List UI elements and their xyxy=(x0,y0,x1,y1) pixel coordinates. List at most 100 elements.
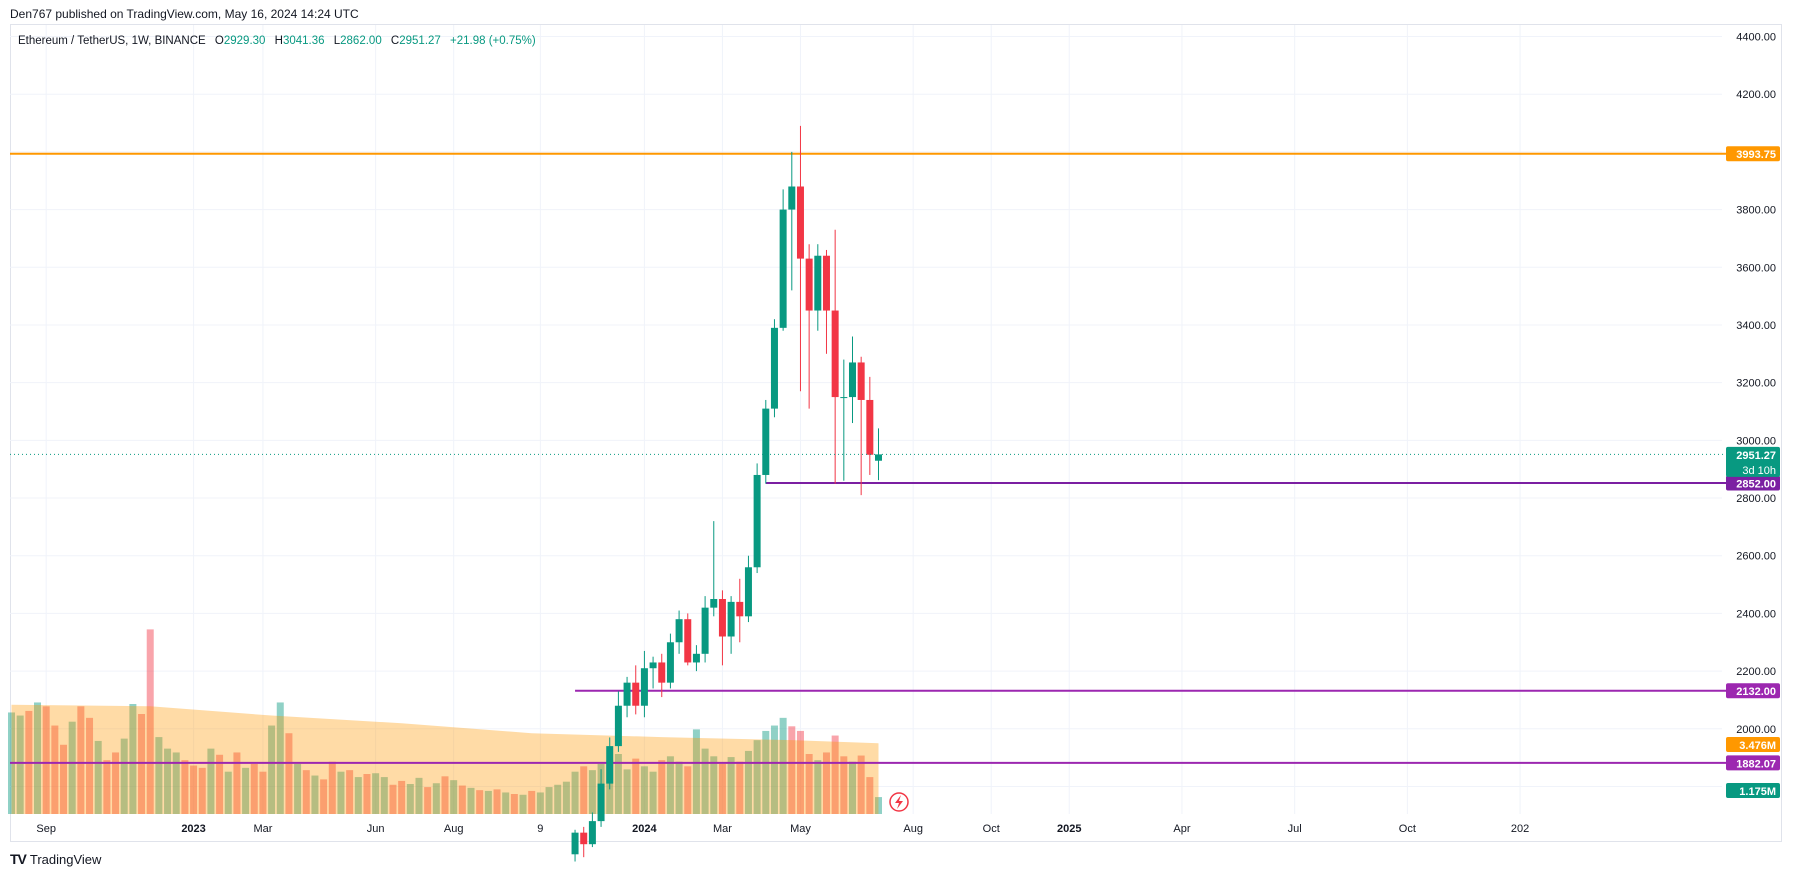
last-price-tag: 2951.27 3d 10h xyxy=(1726,446,1780,477)
volume-bar xyxy=(580,766,588,814)
volume-bar xyxy=(181,760,189,814)
volume-bar xyxy=(519,794,527,814)
grid-lines xyxy=(10,25,1722,814)
footer-brand[interactable]: TV TradingView xyxy=(10,851,101,867)
candle xyxy=(857,356,865,496)
candle xyxy=(822,249,830,354)
candle-body xyxy=(675,619,683,643)
volume-bar xyxy=(34,702,42,814)
price-tags: 3993.75 2852.00 2132.00 1882.07 2951.27 3d 10… xyxy=(1726,146,1780,798)
volume-bar xyxy=(68,721,76,814)
candle-body xyxy=(753,474,761,568)
candle-body xyxy=(736,601,744,617)
level-tag-support-3-bg xyxy=(1726,755,1780,771)
x-tick-label: 2024 xyxy=(632,823,657,835)
candle xyxy=(736,578,744,643)
candle-body xyxy=(822,255,830,311)
volume-bar xyxy=(60,744,68,814)
flash-icon[interactable] xyxy=(889,792,909,812)
volume-bar xyxy=(554,784,562,814)
candle xyxy=(753,463,761,574)
volume-bar xyxy=(545,787,553,814)
x-tick-label: 2023 xyxy=(181,823,205,835)
volume-bar xyxy=(476,790,484,814)
volume-bar xyxy=(796,730,804,814)
candle xyxy=(632,665,640,715)
y-tick-label: 4200.00 xyxy=(1736,89,1776,101)
price-axis: 4400.004200.004000.003800.003600.003400.… xyxy=(1736,32,1776,794)
chart-frame[interactable] xyxy=(10,24,1782,842)
tradingview-logo-icon: TV xyxy=(10,851,27,867)
volume-bar xyxy=(242,767,250,814)
volume-bar xyxy=(692,729,700,814)
candle xyxy=(666,633,674,689)
candle-body xyxy=(857,362,865,400)
volume-bar xyxy=(666,756,674,814)
low-label: L xyxy=(333,35,341,47)
volume-bar xyxy=(198,767,206,814)
volume-bar xyxy=(623,769,631,814)
candle xyxy=(684,613,692,666)
volume-bar xyxy=(441,776,449,814)
volume-bar xyxy=(614,754,622,814)
horizontal-levels xyxy=(10,152,1726,764)
volume-bar xyxy=(744,750,752,814)
volume-ma-area xyxy=(11,704,879,814)
volume-bar xyxy=(346,770,354,814)
volume-bar xyxy=(458,785,466,814)
volume-bar xyxy=(155,737,163,814)
volume-bar xyxy=(398,780,406,814)
volume-bar xyxy=(250,764,258,814)
y-tick-label: 2800.00 xyxy=(1736,493,1776,505)
candle xyxy=(623,676,631,718)
volume-bar xyxy=(866,777,874,814)
candle xyxy=(640,650,648,718)
candle xyxy=(744,555,752,623)
x-tick-label: Aug xyxy=(903,823,923,835)
candle-body xyxy=(649,662,657,669)
candle-body xyxy=(571,832,579,855)
volume-bar xyxy=(337,771,345,814)
volume-bar xyxy=(484,790,492,814)
candle-body xyxy=(658,662,666,683)
volume-bar xyxy=(710,756,718,814)
candle xyxy=(649,656,657,689)
candle-body xyxy=(623,682,631,706)
candle-body xyxy=(580,832,588,845)
x-tick-label: May xyxy=(790,823,811,835)
brand-name: TradingView xyxy=(29,851,102,867)
close-value: 2951.27 xyxy=(399,35,441,47)
x-tick-label: Mar xyxy=(253,823,272,835)
candle xyxy=(788,151,796,291)
volume-bar xyxy=(103,760,111,814)
candle-body xyxy=(727,601,735,637)
volume-bar xyxy=(120,738,128,814)
candle-body xyxy=(692,653,700,663)
high-value: 3041.36 xyxy=(282,35,325,47)
candle xyxy=(701,596,709,663)
candle xyxy=(805,244,813,409)
volume-bar xyxy=(224,771,232,814)
y-tick-label: 3200.00 xyxy=(1736,378,1776,390)
volume-tag: 1.175M xyxy=(1726,783,1780,798)
y-tick-label: 3000.00 xyxy=(1736,435,1776,447)
volume-bar xyxy=(779,717,787,814)
volume-bar xyxy=(294,764,302,814)
open-label: O xyxy=(214,35,224,47)
volume-bar xyxy=(51,725,59,814)
high-label: H xyxy=(274,35,283,47)
volume-bar xyxy=(528,790,536,814)
volume-bar xyxy=(736,761,744,814)
volume-bar xyxy=(684,766,692,814)
time-axis: Sep 2023 Mar Jun Aug 9 2024 Mar May Aug Oct 2025 Apr… xyxy=(36,823,1529,835)
symbol-title[interactable]: Ethereum / TetherUS, 1W, BINANCE xyxy=(18,35,206,47)
volume-bar xyxy=(285,733,293,814)
volume-bar xyxy=(467,787,475,814)
volume-bar xyxy=(658,760,666,814)
x-tick-label: 9 xyxy=(537,823,543,835)
volume-bar xyxy=(86,717,94,814)
volume-bar xyxy=(875,797,882,814)
candle-body xyxy=(614,705,622,747)
candlesticks xyxy=(571,125,882,862)
